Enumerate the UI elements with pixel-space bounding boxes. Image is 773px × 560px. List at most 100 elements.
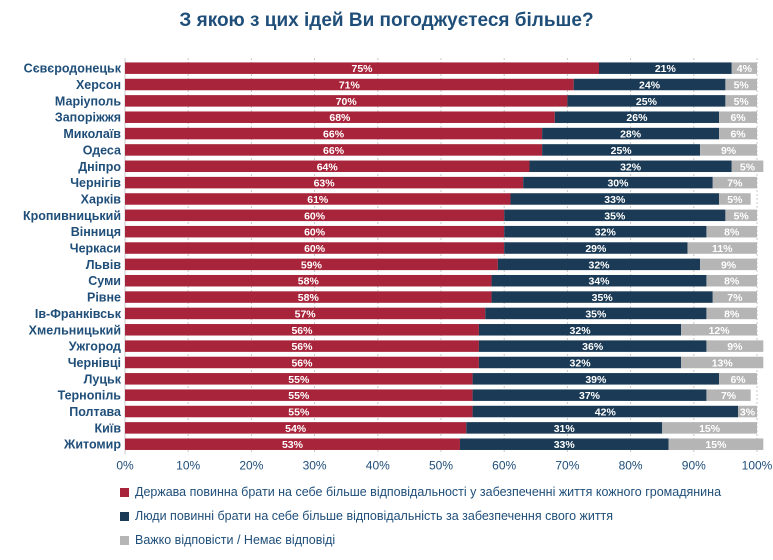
data-label: 60% bbox=[304, 210, 326, 222]
bar-segment bbox=[125, 307, 486, 320]
bar-segment bbox=[504, 242, 688, 254]
data-label: 7% bbox=[721, 390, 737, 402]
x-tick-label: 0% bbox=[116, 458, 134, 472]
data-label: 56% bbox=[291, 325, 313, 337]
data-label: 7% bbox=[727, 292, 743, 304]
data-label: 8% bbox=[724, 308, 740, 320]
category-label: Київ bbox=[94, 421, 121, 435]
category-label: Вінниця bbox=[71, 225, 121, 239]
bar-segment bbox=[125, 242, 505, 254]
bar-segment bbox=[125, 176, 524, 189]
bar-segment bbox=[125, 291, 492, 303]
bar-segment bbox=[504, 225, 707, 238]
bar-segment bbox=[125, 274, 492, 287]
bar-segment bbox=[573, 78, 726, 91]
bar-segment bbox=[719, 373, 757, 385]
data-label: 71% bbox=[339, 80, 361, 92]
data-label: 31% bbox=[554, 423, 576, 435]
bar-segment bbox=[466, 422, 663, 434]
data-label: 75% bbox=[351, 63, 373, 75]
data-label: 34% bbox=[588, 276, 610, 288]
data-label: 60% bbox=[304, 243, 326, 255]
bar-segment bbox=[125, 62, 599, 74]
category-label: Кропивницький bbox=[23, 209, 121, 223]
category-label: Львів bbox=[86, 258, 122, 272]
category-label: Ужгород bbox=[69, 340, 121, 354]
data-label: 28% bbox=[620, 129, 642, 141]
legend-swatch bbox=[120, 487, 129, 497]
data-label: 57% bbox=[295, 308, 317, 320]
bar-segment bbox=[712, 176, 757, 189]
bar-segment bbox=[725, 95, 757, 107]
data-label: 35% bbox=[604, 210, 626, 222]
data-label: 54% bbox=[285, 423, 307, 435]
bar-segment bbox=[542, 144, 701, 156]
data-label: 24% bbox=[639, 80, 661, 92]
bar-segment bbox=[725, 209, 757, 222]
legend-item: Держава повинна брати на себе більше від… bbox=[120, 482, 721, 502]
bar-segment bbox=[125, 258, 498, 271]
data-label: 9% bbox=[721, 259, 737, 271]
category-label: Суми bbox=[88, 274, 121, 288]
bar-segment bbox=[706, 274, 757, 287]
data-label: 56% bbox=[291, 357, 313, 369]
bar-segment bbox=[472, 373, 720, 385]
data-label: 12% bbox=[709, 325, 731, 337]
data-label: 35% bbox=[592, 292, 614, 304]
data-label: 9% bbox=[727, 341, 743, 353]
category-label: Харків bbox=[81, 192, 122, 206]
data-label: 35% bbox=[585, 308, 607, 320]
bar-segment bbox=[706, 389, 751, 401]
data-label: 11% bbox=[712, 243, 733, 255]
data-label: 55% bbox=[288, 374, 310, 386]
bar-segment bbox=[687, 242, 757, 254]
data-label: 32% bbox=[595, 227, 617, 239]
bar-segment bbox=[510, 193, 720, 205]
data-label: 9% bbox=[721, 145, 737, 157]
data-label: 25% bbox=[636, 96, 658, 108]
category-label: Сєвєродонецьк bbox=[24, 62, 122, 76]
category-label: Одеса bbox=[83, 143, 122, 157]
category-label: Хмельницький bbox=[29, 323, 121, 337]
stacked-bar-chart: 0% 10% 20% 30% 40% 50% 60% 70% 80% 90% 100% Сєвєрод… bbox=[23, 58, 773, 472]
data-label: 70% bbox=[336, 96, 358, 108]
data-label: 6% bbox=[730, 129, 746, 141]
category-label: Черкаси bbox=[70, 242, 121, 256]
bar-segment bbox=[706, 340, 764, 352]
bar-segment bbox=[125, 193, 511, 205]
x-tick-label: 70% bbox=[555, 458, 579, 472]
data-label: 56% bbox=[291, 341, 313, 353]
x-tick-label: 80% bbox=[619, 458, 643, 472]
bar-segment bbox=[504, 209, 726, 222]
data-label: 25% bbox=[611, 145, 633, 157]
bar-segment bbox=[668, 438, 764, 450]
data-label: 63% bbox=[314, 178, 336, 190]
bar-segment bbox=[712, 291, 757, 303]
bar-segment bbox=[125, 438, 460, 450]
bar-segment bbox=[529, 160, 732, 173]
chart-title: З якою з цих ідей Ви погоджуєтеся більше… bbox=[179, 10, 594, 31]
data-label: 42% bbox=[595, 407, 617, 419]
data-label: 39% bbox=[585, 374, 607, 386]
category-label: Чернівці bbox=[68, 356, 121, 370]
bar-segment bbox=[731, 62, 757, 74]
category-label: Рівне bbox=[87, 291, 121, 305]
legend-swatch bbox=[120, 511, 129, 521]
bar-segment bbox=[491, 274, 707, 287]
category-label: Ів-Франківськ bbox=[35, 307, 122, 321]
bar-segment bbox=[491, 291, 713, 303]
bar-segment bbox=[125, 95, 568, 107]
data-label: 60% bbox=[304, 227, 326, 239]
category-label: Дніпро bbox=[78, 160, 121, 174]
bar-segment bbox=[478, 324, 682, 336]
data-label: 3% bbox=[740, 407, 756, 419]
data-label: 13% bbox=[712, 357, 734, 369]
data-label: 5% bbox=[734, 210, 750, 222]
bar-segment bbox=[125, 111, 555, 123]
bar-segment bbox=[700, 144, 757, 156]
data-label: 15% bbox=[699, 423, 721, 435]
data-label: 32% bbox=[588, 259, 610, 271]
data-label: 61% bbox=[307, 194, 329, 206]
category-label: Херсон bbox=[76, 78, 121, 92]
x-tick-label: 30% bbox=[303, 458, 327, 472]
